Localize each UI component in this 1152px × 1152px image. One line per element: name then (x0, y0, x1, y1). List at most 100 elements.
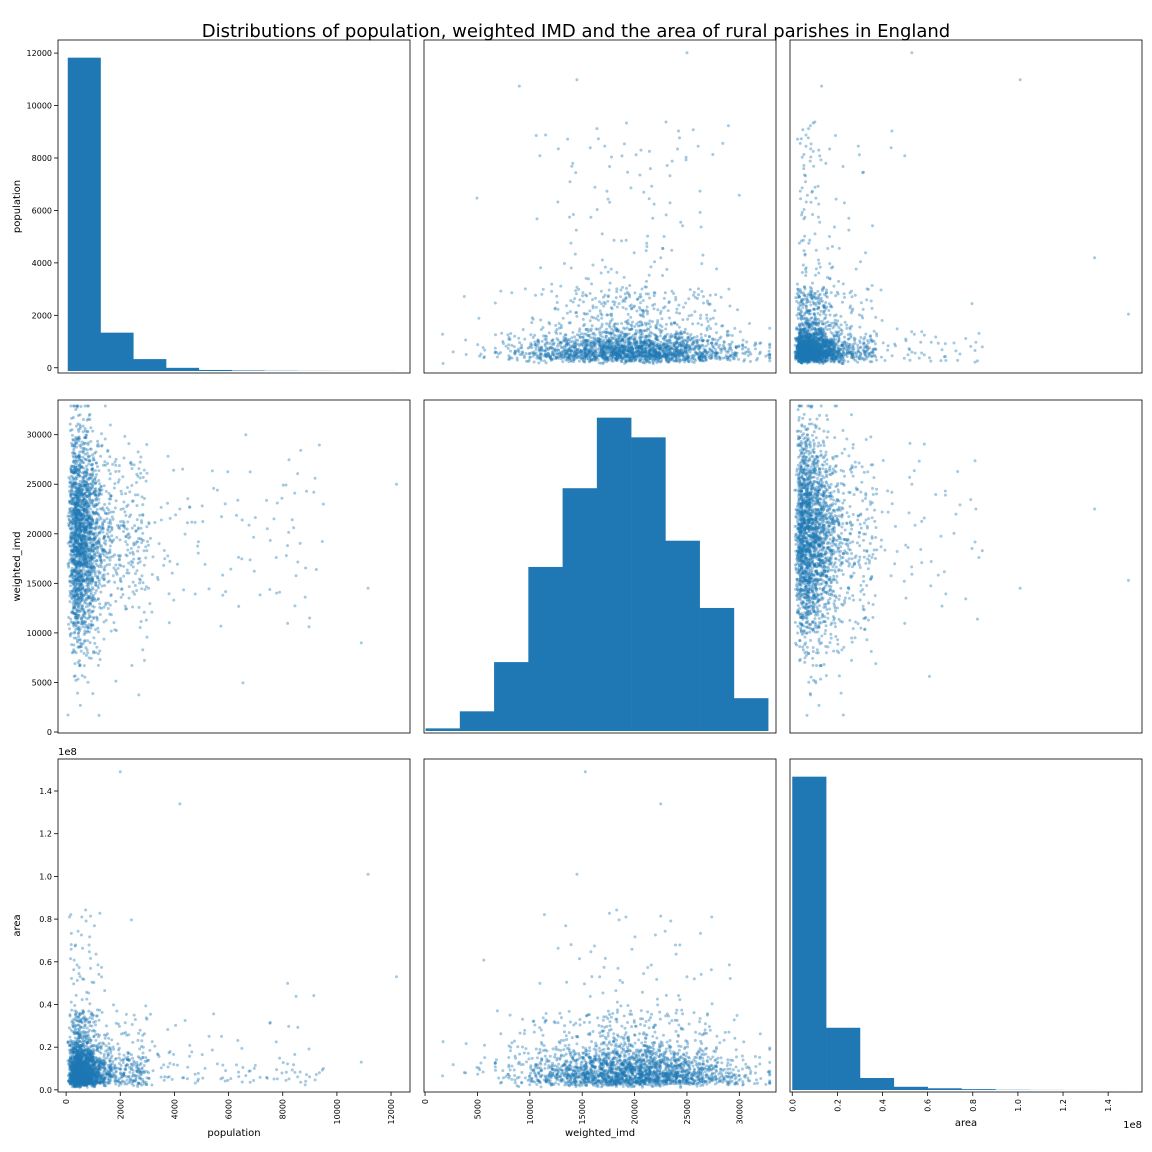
scatter-point (822, 309, 826, 313)
scatter-point (803, 321, 807, 325)
scatter-point (807, 348, 811, 352)
scatter-point (816, 184, 820, 188)
scatter-point (875, 358, 879, 362)
scatter-point (800, 352, 804, 356)
scatter-point (597, 351, 601, 355)
scatter-point (595, 337, 599, 341)
scatter-point (600, 302, 604, 306)
scatter-point (707, 335, 711, 339)
scatter-point (140, 541, 144, 545)
scatter-point (601, 353, 605, 357)
scatter-point (822, 350, 826, 354)
scatter-point (810, 297, 814, 301)
scatter-point (593, 348, 597, 352)
scatter-point (632, 251, 636, 255)
scatter-point (77, 535, 81, 539)
scatter-point (830, 305, 834, 309)
scatter-point (805, 349, 809, 353)
scatter-point (833, 334, 837, 338)
scatter-point (807, 322, 811, 326)
scatter-point (910, 330, 914, 334)
scatter-point (863, 350, 867, 354)
scatter-point (673, 321, 677, 325)
scatter-point (678, 331, 682, 335)
scatter-point (824, 307, 828, 311)
scatter-point (871, 351, 875, 355)
scatter-point (799, 334, 803, 338)
scatter-point (602, 350, 606, 354)
scatter-point (571, 355, 575, 359)
scatter-point (690, 342, 694, 346)
scatter-point (628, 356, 632, 360)
scatter-point (547, 353, 551, 357)
scatter-point (817, 332, 821, 336)
scatter-point (299, 448, 303, 452)
scatter-point (75, 608, 79, 612)
scatter-point (810, 334, 814, 338)
scatter-point (577, 359, 581, 363)
scatter-point (660, 345, 664, 349)
scatter-point (804, 351, 808, 355)
scatter-point (652, 343, 656, 347)
scatter-point (676, 348, 680, 352)
scatter-point (800, 358, 804, 362)
scatter-point (806, 339, 810, 343)
scatter-point (543, 334, 547, 338)
scatter-point (617, 336, 621, 340)
scatter-point (798, 344, 802, 348)
scatter-point (70, 559, 74, 563)
scatter-point (831, 352, 835, 356)
scatter-point (828, 354, 832, 358)
scatter-point (816, 351, 820, 355)
scatter-point (581, 324, 585, 328)
scatter-point (643, 329, 647, 333)
scatter-point (797, 343, 801, 347)
scatter-point (832, 334, 836, 338)
scatter-point (609, 306, 613, 310)
scatter-point (826, 347, 830, 351)
scatter-point (815, 360, 819, 364)
scatter-point (806, 345, 810, 349)
scatter-point (574, 350, 578, 354)
scatter-point (851, 350, 855, 354)
scatter-point (797, 341, 801, 345)
scatter-point (652, 345, 656, 349)
scatter-point (651, 216, 655, 220)
scatter-point (613, 346, 617, 350)
scatter-point (804, 343, 808, 347)
scatter-point (720, 324, 724, 328)
scatter-point (800, 359, 804, 363)
scatter-point (936, 341, 940, 345)
scatter-point (635, 353, 639, 357)
scatter-point (807, 127, 811, 131)
scatter-point (521, 350, 525, 354)
scatter-point (633, 291, 637, 295)
scatter-point (600, 350, 604, 354)
scatter-point (707, 350, 711, 354)
scatter-point (692, 357, 696, 361)
scatter-point (814, 303, 818, 307)
scatter-point (672, 321, 676, 325)
scatter-point (841, 359, 845, 363)
scatter-point (540, 292, 544, 296)
scatter-point (800, 354, 804, 358)
scatter-point (795, 344, 799, 348)
scatter-point (665, 354, 669, 358)
scatter-point (611, 347, 615, 351)
scatter-point (843, 340, 847, 344)
scatter-point (601, 351, 605, 355)
scatter-point (618, 334, 622, 338)
scatter-point (811, 349, 815, 353)
scatter-point (847, 351, 851, 355)
scatter-point (654, 353, 658, 357)
scatter-point (668, 351, 672, 355)
scatter-point (593, 356, 597, 360)
scatter-point (624, 344, 628, 348)
scatter-point (584, 354, 588, 358)
scatter-point (800, 353, 804, 357)
scatter-point (546, 348, 550, 352)
scatter-point (680, 335, 684, 339)
scatter-point (580, 332, 584, 336)
scatter-point (818, 352, 822, 356)
scatter-point (668, 353, 672, 357)
